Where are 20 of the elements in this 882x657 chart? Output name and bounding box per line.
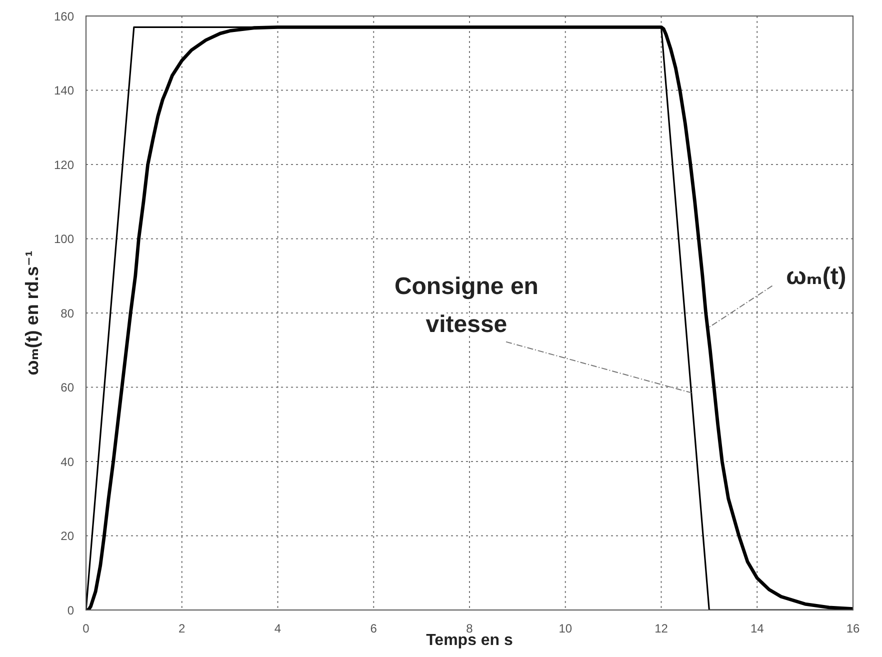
- y-tick-label: 140: [54, 84, 74, 98]
- x-tick-label: 0: [82, 622, 90, 636]
- y-tick-label: 20: [60, 529, 74, 544]
- y-tick-label: 60: [60, 380, 74, 395]
- y-tick-label: 160: [54, 9, 74, 24]
- y-tick-label: 0: [67, 603, 74, 618]
- x-tick-label: 6: [370, 622, 378, 636]
- x-tick-label: 2: [178, 622, 186, 636]
- y-tick-label: 100: [54, 232, 74, 246]
- x-tick-label: 16: [846, 622, 860, 636]
- x-tick-label: 14: [750, 622, 764, 636]
- y-tick-label: 40: [60, 454, 74, 469]
- y-tick-label: 120: [54, 158, 74, 172]
- y-tick-label: 80: [60, 306, 74, 320]
- x-tick-label: 4: [274, 622, 282, 636]
- annotation: Consigne en vitesse: [394, 272, 538, 338]
- x-tick-label: 12: [654, 622, 668, 636]
- x-tick-label: 10: [558, 622, 572, 636]
- y-axis-title: ωₘ(t) en rd.s⁻¹: [22, 250, 42, 376]
- annotation: ωₘ(t): [786, 262, 846, 290]
